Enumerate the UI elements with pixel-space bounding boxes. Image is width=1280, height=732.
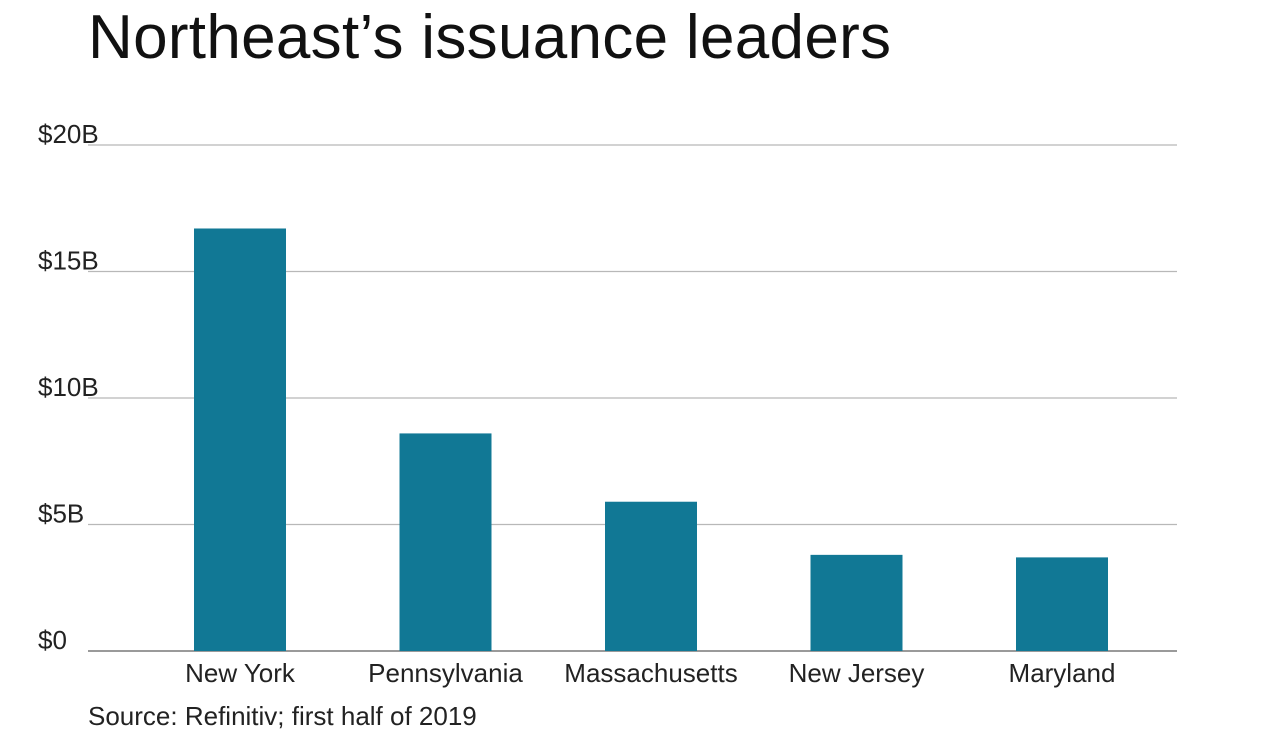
- bars: [194, 228, 1108, 652]
- x-tick-label: Massachusetts: [564, 658, 737, 688]
- y-tick-label: $20B: [38, 119, 99, 149]
- bar: [810, 554, 903, 651]
- x-tick-label: New York: [185, 658, 296, 688]
- y-tick-label: $0: [38, 625, 67, 655]
- bar: [1016, 557, 1108, 651]
- bar: [605, 501, 697, 651]
- x-tick-label: Maryland: [1009, 658, 1116, 688]
- y-axis-tick-labels: $0 $5B $10B $15B $20B: [38, 119, 99, 655]
- x-tick-label: Pennsylvania: [368, 658, 523, 688]
- y-tick-label: $15B: [38, 246, 99, 276]
- y-tick-label: $10B: [38, 372, 99, 402]
- y-tick-label: $5B: [38, 499, 84, 529]
- chart-title: Northeast’s issuance leaders: [88, 3, 892, 72]
- x-tick-label: New Jersey: [789, 658, 925, 688]
- source-note: Source: Refinitiv; first half of 2019: [88, 701, 477, 731]
- bar: [194, 228, 286, 652]
- bar: [399, 433, 492, 651]
- x-axis-tick-labels: New York Pennsylvania Massachusetts New Jer…: [185, 658, 1115, 688]
